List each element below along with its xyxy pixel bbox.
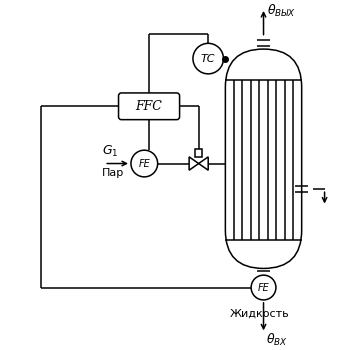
Polygon shape <box>199 157 208 170</box>
Circle shape <box>193 43 223 74</box>
Text: FE: FE <box>258 282 269 293</box>
Circle shape <box>251 275 276 300</box>
Text: TC: TC <box>201 54 215 64</box>
Text: $G_1$: $G_1$ <box>102 144 119 159</box>
Text: Пар: Пар <box>102 168 124 178</box>
FancyBboxPatch shape <box>119 93 180 120</box>
Text: FE: FE <box>139 159 150 169</box>
Bar <box>195 149 202 157</box>
FancyBboxPatch shape <box>225 49 302 268</box>
Circle shape <box>131 150 158 177</box>
Polygon shape <box>189 157 199 170</box>
Text: $\theta_{\mathit{ВЫХ}}$: $\theta_{\mathit{ВЫХ}}$ <box>267 3 296 19</box>
Text: FFC: FFC <box>136 100 162 113</box>
Text: Жидкость: Жидкость <box>230 308 290 318</box>
Text: $\theta_{\mathit{ВХ}}$: $\theta_{\mathit{ВХ}}$ <box>266 331 288 348</box>
